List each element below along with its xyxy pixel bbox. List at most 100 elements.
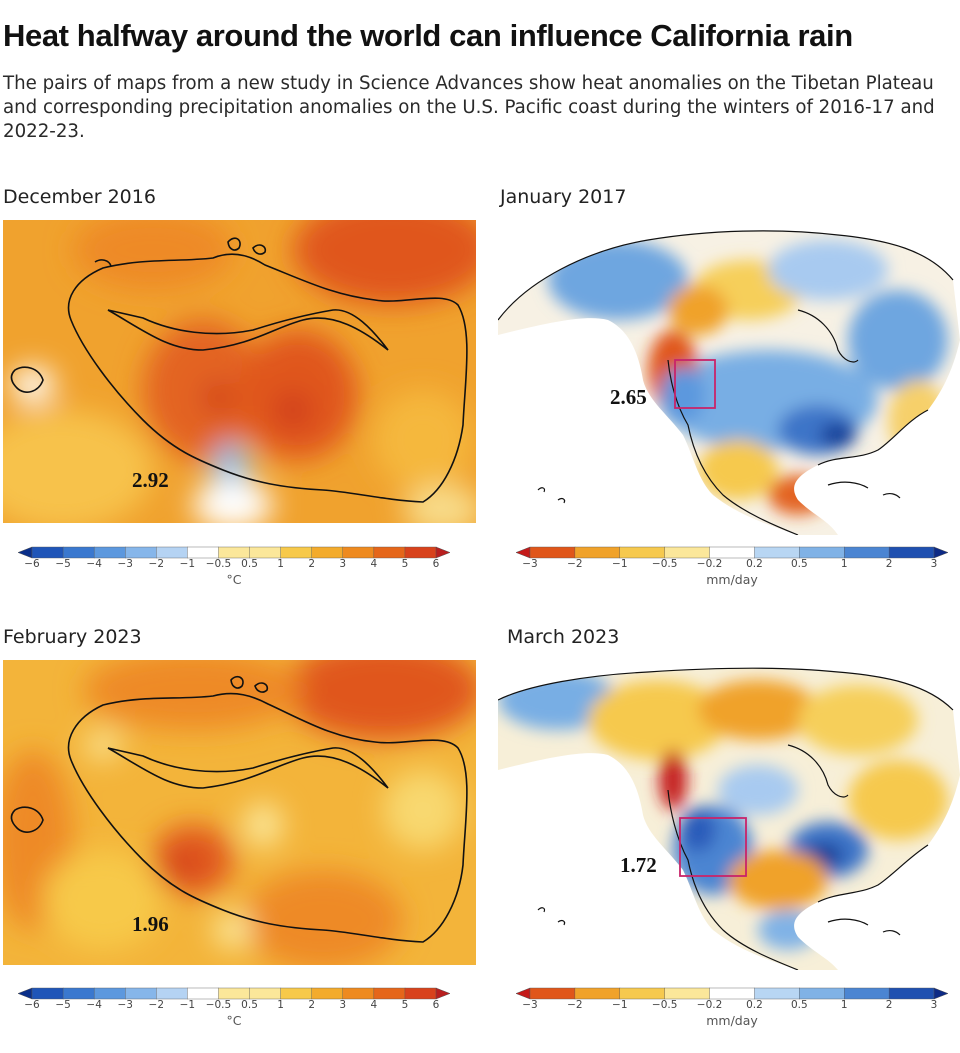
- page-description: The pairs of maps from a new study in Sc…: [3, 73, 935, 142]
- colorbar-precipitation-tick-label: 1: [840, 558, 848, 570]
- colorbar-temperature-segment: [62, 987, 95, 1000]
- colorbar-precipitation-tick-label: −1: [612, 999, 628, 1011]
- colorbar-temperature-svg: [18, 987, 450, 1000]
- colorbar-temperature-segment: [31, 987, 64, 1000]
- colorbar-temperature-segment: [93, 987, 126, 1000]
- colorbar-precipitation-tick-label: −0.2: [696, 999, 723, 1011]
- colorbar-temperature-tick-label: −2: [148, 558, 165, 570]
- colorbar-temperature-segment: [404, 546, 437, 559]
- colorbar-temperature-tick-label: −1: [179, 558, 196, 570]
- map-north-america-march-2023: [498, 660, 960, 970]
- colorbar-temperature-segment: [311, 546, 344, 559]
- colorbar-precipitation-segment: [529, 987, 576, 1000]
- colorbar-precipitation-segment: [799, 987, 845, 1000]
- colorbar-precipitation-tick-label: 3: [930, 558, 938, 570]
- anomaly-value-march-2023: 1.72: [620, 853, 657, 877]
- colorbar-precipitation-segment: [844, 987, 890, 1000]
- precipitation-anomaly-map: [498, 660, 960, 970]
- map-tibet-december-2016: [3, 220, 476, 523]
- colorbar-temperature-segment: [311, 987, 344, 1000]
- colorbar-precipitation-right-tip: [933, 546, 948, 559]
- colorbar-temperature-segment: [342, 546, 375, 559]
- colorbar-temperature-unit: °C: [226, 1013, 242, 1028]
- map-tibet-february-2023: [3, 660, 476, 965]
- colorbar-temperature-segment: [31, 546, 64, 559]
- panel-label-december-2016: December 2016: [3, 186, 156, 208]
- colorbar-precipitation-segment: [529, 546, 576, 559]
- colorbar-temperature-segment: [404, 987, 437, 1000]
- colorbar-precipitation-segment: [754, 546, 800, 559]
- colorbar-temperature-tick-label: −3: [117, 999, 133, 1011]
- colorbar-temperature-tick-label: 6: [432, 999, 440, 1011]
- colorbar-temperature-tick-label: −0.5: [205, 999, 232, 1011]
- colorbar-temperature-tick-label: −6: [24, 999, 40, 1011]
- colorbar-precipitation-segment: [619, 546, 666, 559]
- colorbar-temperature-tick-label: −4: [86, 999, 102, 1011]
- colorbar-temperature-segment: [187, 987, 219, 1000]
- precipitation-anomaly-map: [498, 220, 960, 535]
- colorbar-temperature-right-tip: [435, 987, 450, 1000]
- colorbar-precipitation-tick-label: 2: [885, 558, 893, 570]
- colorbar-precipitation-tick-label: −0.2: [696, 558, 723, 570]
- colorbar-temperature-tick-label: −3: [117, 558, 133, 570]
- colorbar-temperature-tick-label: 6: [432, 558, 440, 570]
- colorbar-precipitation-left-tip: [516, 987, 531, 1000]
- colorbar-precipitation-tick-label: 0.2: [746, 999, 763, 1011]
- colorbar-precipitation-tick-label: −3: [522, 558, 538, 570]
- colorbar-temperature-segment: [249, 546, 282, 559]
- colorbar-temperature-tick-label: −6: [24, 558, 40, 570]
- colorbar-temperature-segment: [93, 546, 126, 559]
- colorbar-temperature-tick-label: −5: [55, 999, 71, 1011]
- colorbar-temperature-tick-label: 1: [277, 558, 284, 570]
- colorbar-precipitation-unit: mm/day: [706, 572, 758, 587]
- colorbar-precipitation-tick-label: −0.5: [651, 999, 678, 1011]
- colorbar-precipitation-bottom: −3 −2 −1 −0.5 −0.2 0.2 0.5 1 2 3 mm/day: [516, 987, 948, 1032]
- colorbar-temperature-tick-label: 2: [308, 558, 316, 570]
- colorbar-precipitation-tick-label: 0.5: [790, 558, 808, 570]
- colorbar-temperature-tick-label: −4: [86, 558, 102, 570]
- colorbar-temperature-tick-label: 4: [370, 558, 378, 570]
- california-highlight-box: [679, 817, 747, 877]
- colorbar-temperature-segment: [125, 987, 157, 1000]
- colorbar-precipitation-segment: [664, 546, 711, 559]
- colorbar-temperature-svg: [18, 546, 450, 559]
- colorbar-precipitation-segment: [844, 546, 890, 559]
- colorbar-precipitation-segment: [709, 546, 755, 559]
- colorbar-temperature-tick-label: 5: [401, 558, 409, 570]
- colorbar-precipitation-tick-label: −1: [612, 558, 628, 570]
- colorbar-precipitation-right-tip: [933, 987, 948, 1000]
- colorbar-precipitation-segment: [619, 987, 666, 1000]
- colorbar-temperature-tick-label: 0.5: [241, 558, 258, 570]
- colorbar-precipitation-left-tip: [516, 546, 531, 559]
- colorbar-temperature-segment: [156, 546, 188, 559]
- heat-anomaly-map: [3, 220, 476, 523]
- colorbar-temperature-segment: [62, 546, 95, 559]
- colorbar-precipitation-tick-label: −0.5: [651, 558, 678, 570]
- colorbar-precipitation-segment: [888, 987, 935, 1000]
- colorbar-precipitation-segment: [888, 546, 935, 559]
- colorbar-temperature-tick-label: −5: [55, 558, 71, 570]
- colorbar-temperature-unit: °C: [226, 572, 242, 587]
- colorbar-temperature-segment: [342, 987, 375, 1000]
- colorbar-precipitation-top: −3 −2 −1 −0.5 −0.2 0.2 0.5 1 2 3 mm/day: [516, 546, 948, 591]
- colorbar-temperature-tick-label: 1: [277, 999, 284, 1011]
- colorbar-precipitation-tick-label: 3: [930, 999, 938, 1011]
- colorbar-temperature-left-tip: [18, 546, 33, 559]
- colorbar-precipitation-tick-label: −2: [567, 558, 583, 570]
- colorbar-precipitation-tick-label: 2: [885, 999, 893, 1011]
- colorbar-precipitation-svg: [516, 546, 948, 559]
- colorbar-temperature-segment: [187, 546, 219, 559]
- colorbar-precipitation-segment: [574, 987, 621, 1000]
- colorbar-temperature-segment: [280, 546, 313, 559]
- colorbar-temperature-segment: [249, 987, 282, 1000]
- colorbar-temperature-segment: [125, 546, 157, 559]
- colorbar-temperature-tick-label: −1: [179, 999, 196, 1011]
- colorbar-temperature-tick-label: 3: [339, 999, 347, 1011]
- colorbar-temperature-segment: [156, 987, 188, 1000]
- colorbar-precipitation-tick-label: −2: [567, 999, 583, 1011]
- colorbar-temperature-segment: [373, 987, 406, 1000]
- colorbar-temperature-bottom: −6 −5 −4 −3 −2 −1 −0.5 0.5 1 2 3 4 5 6 °C: [18, 987, 450, 1032]
- california-highlight-box: [674, 359, 716, 409]
- colorbar-temperature-tick-label: −2: [148, 999, 165, 1011]
- colorbar-temperature-segment: [373, 546, 406, 559]
